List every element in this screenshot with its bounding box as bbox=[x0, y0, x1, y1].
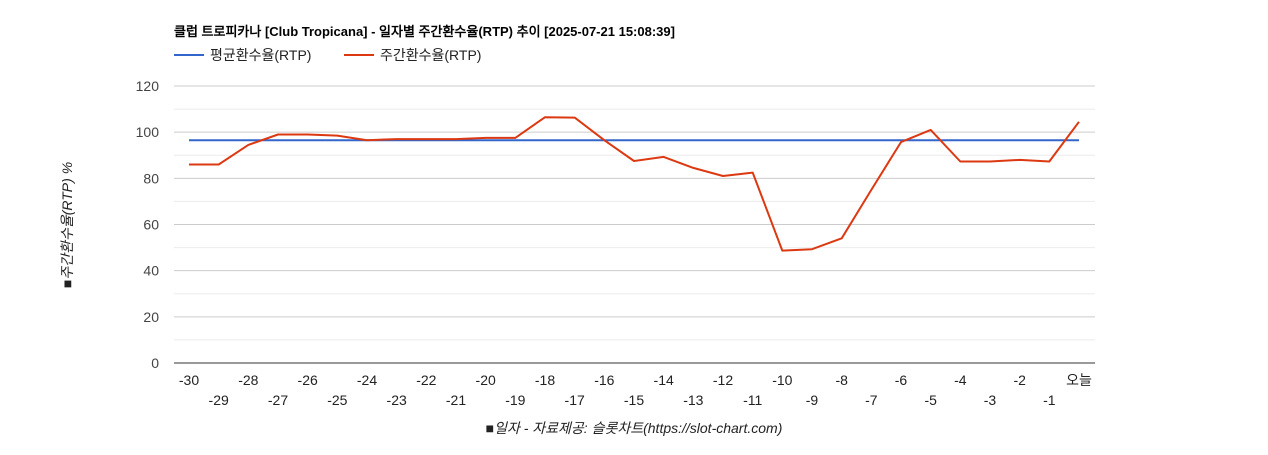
series-lines bbox=[189, 116, 1080, 252]
x-tick-label: 오늘 bbox=[1066, 372, 1092, 388]
x-tick-label: -13 bbox=[683, 392, 703, 408]
x-tick-label: -20 bbox=[476, 372, 496, 388]
x-tick-label: -22 bbox=[416, 372, 436, 388]
y-tick-label: 120 bbox=[136, 78, 160, 94]
x-tick-label: -10 bbox=[772, 372, 792, 388]
chart-title: 클럽 트로피카나 [Club Tropicana] - 일자별 주간환수율(RT… bbox=[174, 24, 675, 39]
y-tick-label: 20 bbox=[143, 309, 159, 325]
x-tick-label: -4 bbox=[954, 372, 967, 388]
legend: 평균환수율(RTP) 주간환수율(RTP) bbox=[174, 47, 481, 63]
x-axis-title: ■일자 - 자료제공: 슬롯차트(https://slot-chart.com) bbox=[486, 420, 783, 436]
x-tick-label: -16 bbox=[594, 372, 614, 388]
legend-item-weekly[interactable]: 주간환수율(RTP) bbox=[344, 47, 481, 63]
x-tick-label: -11 bbox=[743, 392, 762, 408]
x-tick-label: -27 bbox=[268, 392, 288, 408]
legend-label-average: 평균환수율(RTP) bbox=[210, 47, 311, 63]
y-tick-label: 0 bbox=[151, 355, 159, 371]
x-tick-label: -9 bbox=[806, 392, 819, 408]
y-tick-label: 100 bbox=[136, 124, 160, 140]
y-axis-title: ■주간환수율(RTP) % bbox=[59, 162, 75, 288]
x-tick-label: -30 bbox=[179, 372, 199, 388]
x-tick-label: -14 bbox=[654, 372, 674, 388]
y-tick-label: 60 bbox=[143, 217, 159, 233]
legend-item-average[interactable]: 평균환수율(RTP) bbox=[174, 47, 311, 63]
x-tick-label: -28 bbox=[238, 372, 258, 388]
x-tick-label: -3 bbox=[984, 392, 997, 408]
x-tick-label: -2 bbox=[1013, 372, 1026, 388]
x-tick-label: -15 bbox=[624, 392, 644, 408]
x-tick-label: -12 bbox=[713, 372, 733, 388]
x-tick-label: -26 bbox=[298, 372, 318, 388]
x-tick-label: -1 bbox=[1043, 392, 1056, 408]
x-tick-labels: -30-29-28-27-26-25-24-23-22-21-20-19-18-… bbox=[179, 372, 1092, 408]
y-tick-label: 40 bbox=[143, 263, 159, 279]
x-tick-label: -6 bbox=[895, 372, 908, 388]
x-tick-label: -7 bbox=[865, 392, 878, 408]
legend-label-weekly: 주간환수율(RTP) bbox=[380, 47, 481, 63]
x-tick-label: -8 bbox=[835, 372, 848, 388]
x-tick-label: -23 bbox=[387, 392, 407, 408]
x-tick-label: -25 bbox=[327, 392, 347, 408]
x-tick-label: -19 bbox=[505, 392, 525, 408]
x-tick-label: -5 bbox=[924, 392, 937, 408]
x-tick-label: -24 bbox=[357, 372, 377, 388]
series-line-weekly[interactable] bbox=[189, 116, 1080, 252]
x-tick-label: -29 bbox=[209, 392, 229, 408]
x-tick-label: -21 bbox=[446, 392, 466, 408]
y-tick-label: 80 bbox=[143, 170, 159, 186]
gridlines bbox=[174, 85, 1095, 341]
x-tick-label: -18 bbox=[535, 372, 555, 388]
x-tick-label: -17 bbox=[565, 392, 585, 408]
y-tick-labels: 0 20 40 60 80 100 120 bbox=[136, 78, 160, 371]
